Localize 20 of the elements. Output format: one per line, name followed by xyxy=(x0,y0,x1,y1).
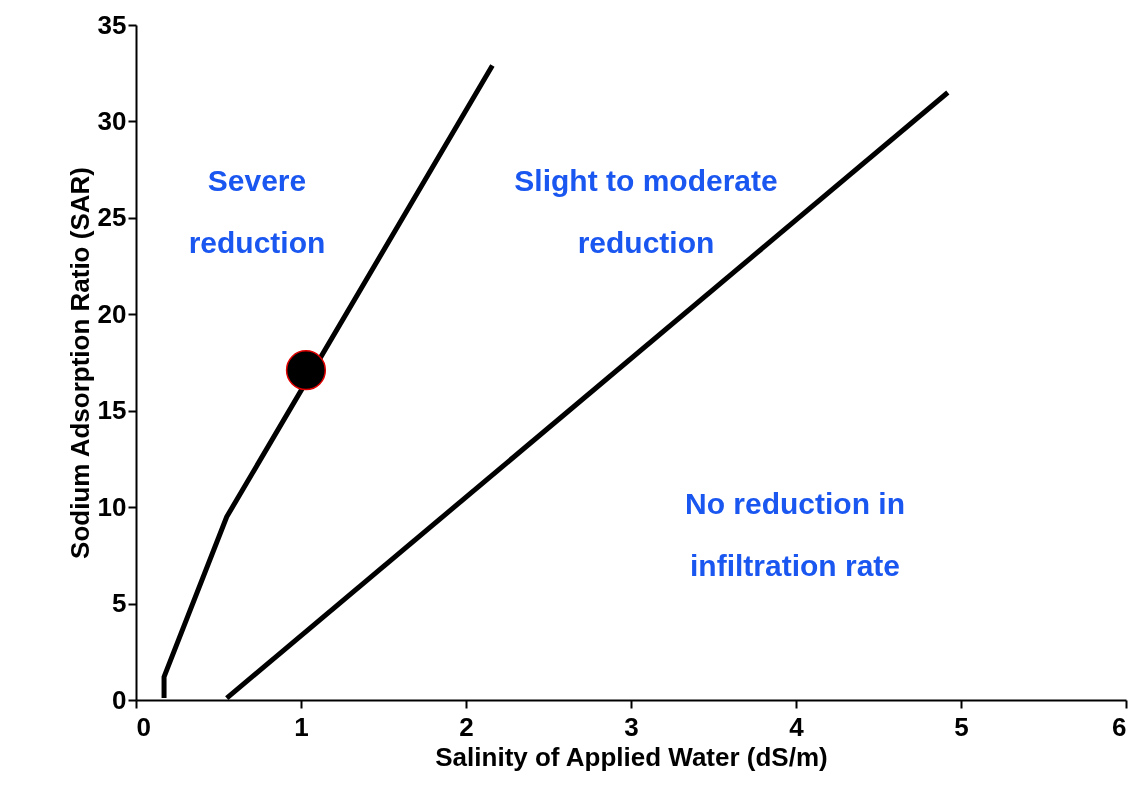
y-tick-label: 30 xyxy=(97,105,127,136)
y-tick-label: 35 xyxy=(97,9,127,40)
y-tick-label: 10 xyxy=(97,491,127,522)
x-tick-label: 2 xyxy=(459,711,474,742)
y-axis-title: Sodium Adsorption Ratio (SAR) xyxy=(64,167,95,559)
y-tick-label: 20 xyxy=(97,298,127,329)
x-tick-label: 3 xyxy=(624,711,639,742)
y-tick-label: 15 xyxy=(97,395,127,426)
annotation: Slight to moderate reduction xyxy=(514,164,778,259)
x-tick-label: 4 xyxy=(789,711,805,742)
x-tick-label: 5 xyxy=(954,711,969,742)
annotation: No reduction in infiltration rate xyxy=(685,487,905,582)
x-axis-title: Salinity of Applied Water (dS/m) xyxy=(435,741,828,772)
y-tick-label: 5 xyxy=(112,588,127,619)
x-tick-label: 0 xyxy=(136,711,151,742)
x-tick-label: 6 xyxy=(1112,711,1127,742)
y-tick-label: 0 xyxy=(112,684,127,715)
x-tick-label: 1 xyxy=(294,711,309,742)
annotation: Severe reduction xyxy=(188,164,326,259)
y-tick-label: 25 xyxy=(97,202,127,233)
